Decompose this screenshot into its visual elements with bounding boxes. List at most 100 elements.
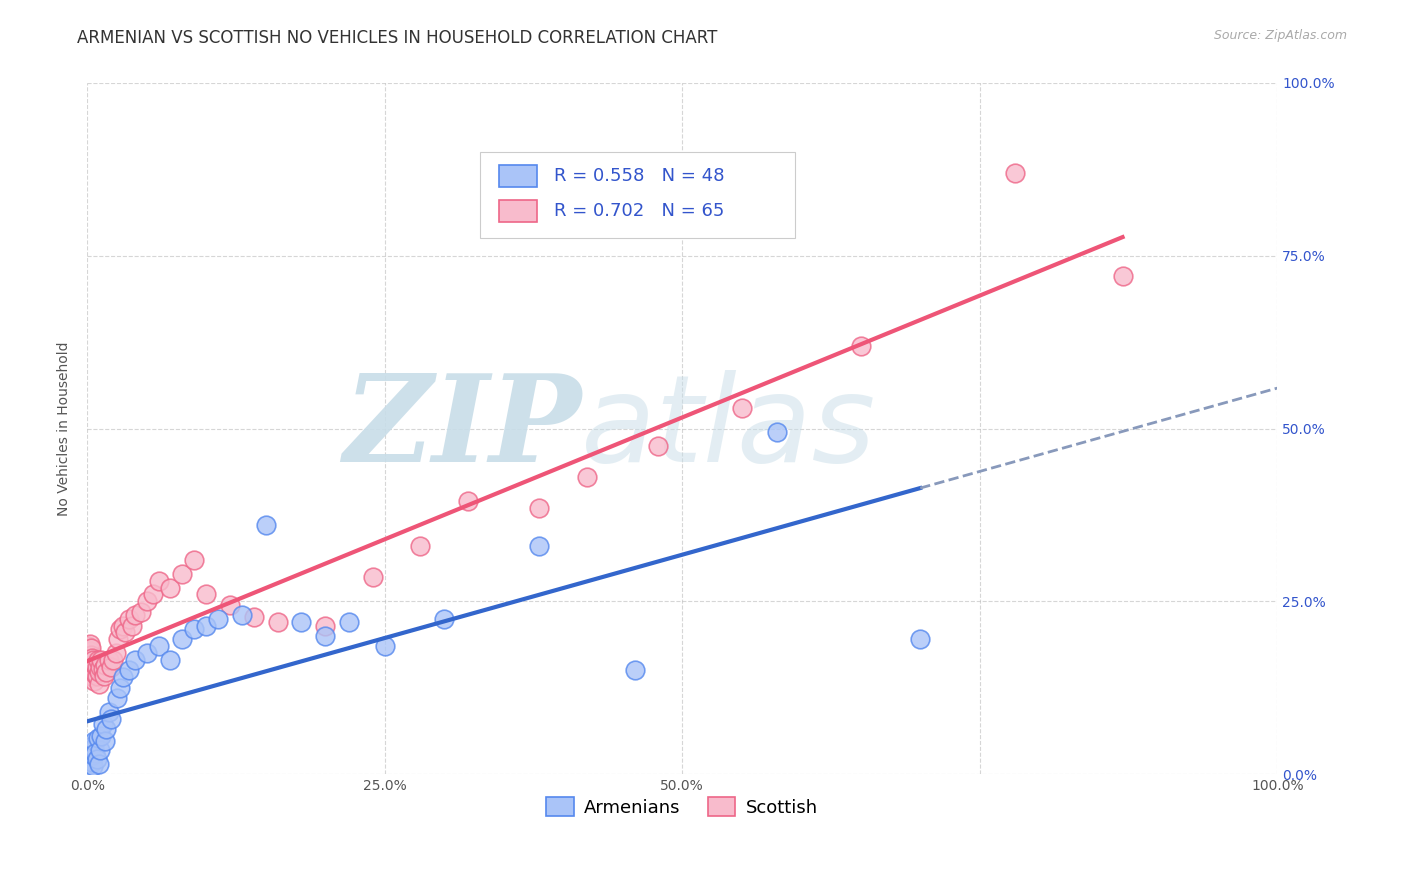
Point (110, 622, 132, 636)
Text: R = 0.702   N = 65: R = 0.702 N = 65 (554, 202, 724, 219)
Point (183, 622, 205, 636)
Point (77, 747, 100, 762)
Point (79, 745, 101, 759)
Point (80, 666, 103, 681)
Point (159, 581, 181, 595)
Point (121, 618, 143, 632)
Point (87, 653, 110, 667)
Point (1004, 166, 1026, 180)
Point (83, 673, 105, 688)
Point (219, 598, 242, 612)
Point (231, 608, 253, 623)
Point (266, 615, 288, 629)
Point (647, 439, 669, 453)
Point (172, 632, 194, 647)
Point (79, 660, 101, 674)
Point (83, 660, 105, 674)
Point (172, 566, 194, 581)
Point (97, 705, 120, 719)
Point (80, 651, 103, 665)
Point (290, 615, 312, 629)
Point (91, 717, 114, 731)
Point (86, 660, 108, 674)
Point (731, 401, 754, 415)
Point (87, 731, 110, 746)
Point (148, 574, 170, 588)
Point (80, 755, 103, 769)
Point (100, 712, 122, 726)
Point (91, 662, 114, 676)
Point (159, 653, 181, 667)
Point (94, 734, 117, 748)
Y-axis label: No Vehicles in Household: No Vehicles in Household (58, 342, 72, 516)
Point (86, 669, 108, 683)
Point (107, 632, 129, 647)
Point (110, 681, 132, 695)
Point (77, 753, 100, 767)
Text: R = 0.558   N = 48: R = 0.558 N = 48 (554, 168, 724, 186)
Text: atlas: atlas (581, 370, 876, 487)
Point (90, 653, 112, 667)
Point (80, 752, 103, 766)
Point (83, 734, 105, 748)
Point (80, 657, 103, 672)
Point (82, 670, 104, 684)
Point (409, 539, 432, 553)
Point (910, 632, 932, 647)
Text: ARMENIAN VS SCOTTISH NO VEHICLES IN HOUSEHOLD CORRELATION CHART: ARMENIAN VS SCOTTISH NO VEHICLES IN HOUS… (77, 29, 717, 46)
Point (87, 756, 110, 771)
Point (135, 594, 157, 608)
Point (77, 653, 100, 667)
Point (207, 612, 229, 626)
Point (374, 640, 396, 654)
Point (135, 646, 157, 660)
Point (105, 691, 128, 706)
Point (104, 646, 127, 660)
Point (93, 669, 115, 683)
Point (100, 660, 122, 674)
Point (103, 653, 125, 667)
Point (82, 653, 104, 667)
Point (82, 747, 104, 762)
Legend: Armenians, Scottish: Armenians, Scottish (540, 790, 825, 824)
Point (89, 743, 111, 757)
Text: ZIP: ZIP (343, 369, 581, 488)
Point (195, 587, 218, 601)
Point (84, 747, 107, 761)
Point (83, 740, 105, 755)
Point (118, 612, 141, 626)
Point (80, 743, 103, 757)
Point (314, 618, 336, 632)
Point (80, 648, 103, 663)
Point (80, 641, 103, 656)
Point (129, 605, 152, 619)
Point (79, 637, 101, 651)
Point (84, 657, 107, 672)
Point (529, 501, 551, 516)
Point (124, 608, 146, 623)
Point (94, 657, 117, 672)
Point (1111, 269, 1133, 284)
Point (457, 494, 479, 508)
Point (111, 670, 134, 684)
Point (361, 570, 384, 584)
FancyBboxPatch shape (499, 200, 537, 222)
Point (96, 722, 118, 736)
Point (87, 677, 110, 691)
Point (82, 759, 104, 773)
Point (111, 618, 134, 632)
Point (80, 756, 103, 771)
Point (433, 612, 456, 626)
Point (97, 653, 120, 667)
Point (118, 664, 141, 678)
Point (242, 609, 264, 624)
Point (86, 752, 108, 766)
Text: Source: ZipAtlas.com: Source: ZipAtlas.com (1213, 29, 1347, 42)
Point (623, 664, 645, 678)
Point (77, 646, 100, 660)
Point (90, 729, 112, 743)
Point (82, 662, 104, 676)
Point (80, 655, 103, 669)
Point (766, 425, 789, 439)
Point (254, 518, 277, 533)
